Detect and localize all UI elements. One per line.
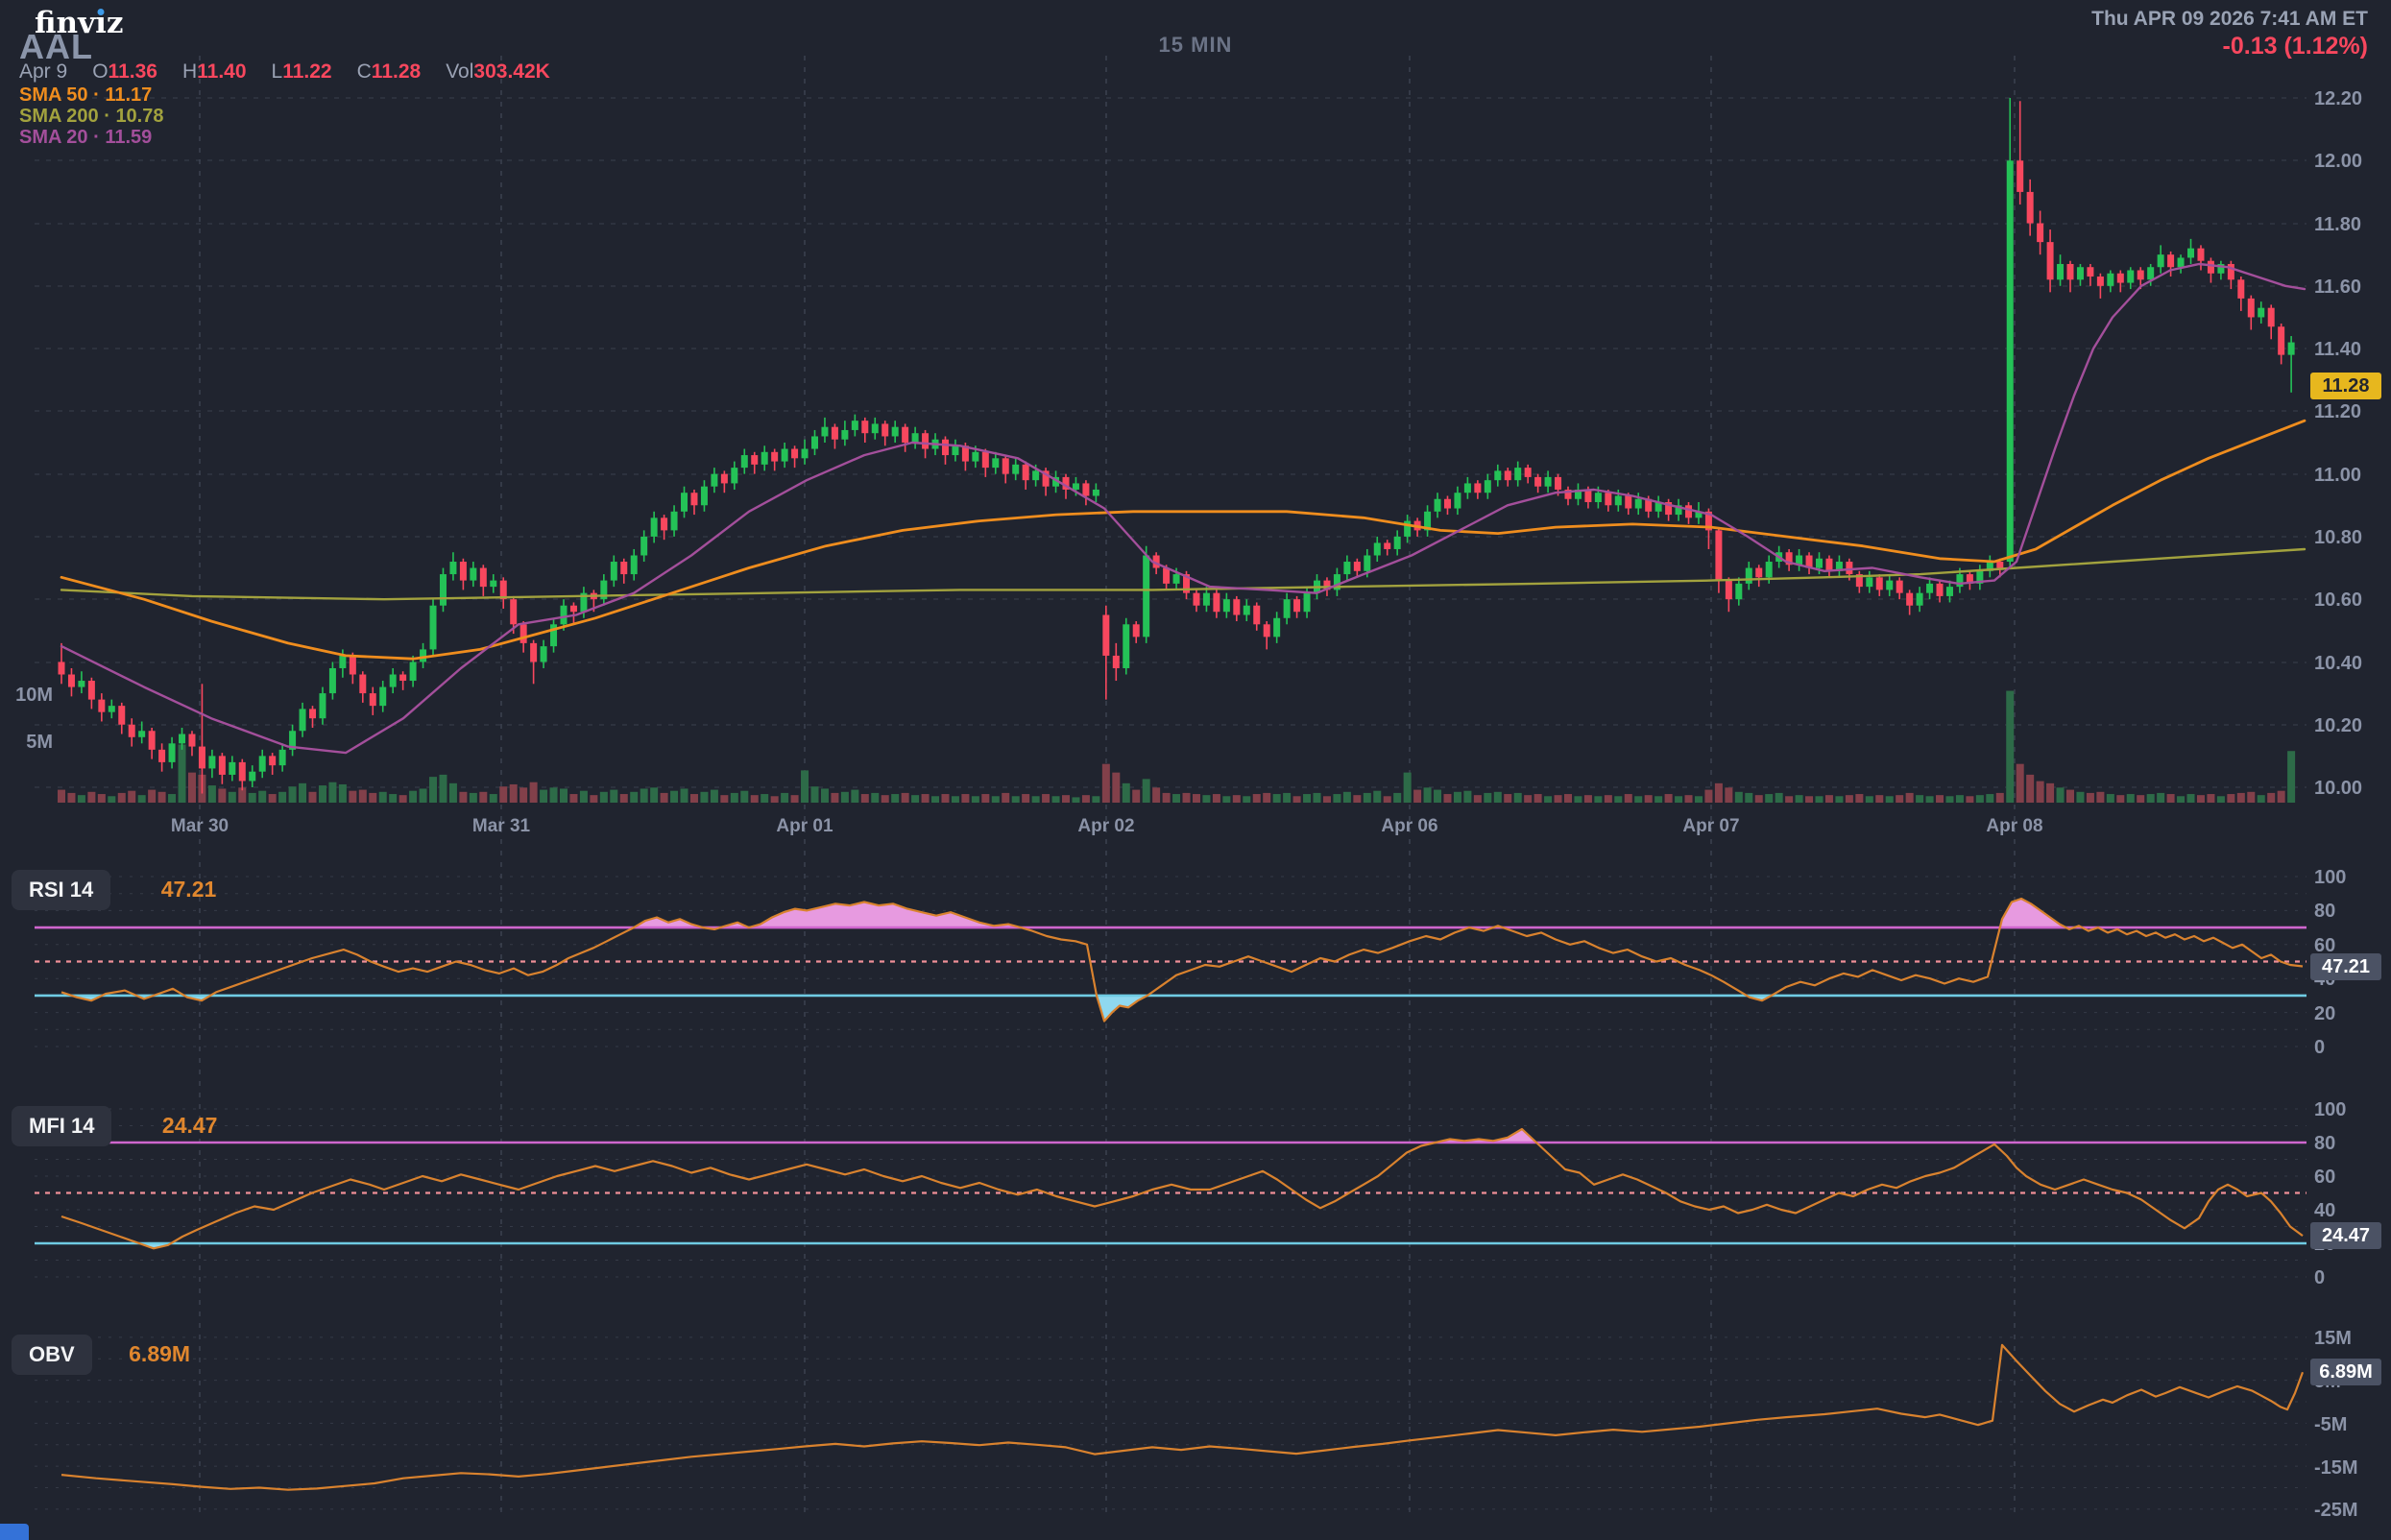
obv-panel-header: OBV 6.89M (12, 1335, 190, 1375)
axis-tick: Mar 30 (171, 816, 229, 836)
axis-tick: 10.20 (2314, 715, 2362, 736)
axis-tick: 11.20 (2314, 401, 2361, 422)
mfi-label[interactable]: MFI 14 (12, 1106, 112, 1146)
axis-tick: 60 (2314, 1167, 2335, 1188)
volume-layer (58, 690, 2296, 803)
timeframe-label: 15 MIN (1158, 33, 1233, 57)
axis-tick: Apr 02 (1077, 816, 1134, 836)
logo-i: ı (95, 6, 107, 40)
axis-tick: 40 (2314, 1200, 2335, 1221)
sma50-legend: SMA 50 · 11.17 (19, 84, 153, 106)
axis-tick: -5M (2314, 1414, 2347, 1435)
rsi-panel-header: RSI 14 47.21 (12, 870, 216, 910)
axis-tick: 10.00 (2314, 778, 2362, 799)
legend-close: C11.28 (356, 60, 422, 83)
mfi-current-badge: 24.47 (2310, 1222, 2381, 1249)
legend-date: Apr 9 (19, 60, 68, 83)
legend-open: O11.36 (92, 60, 157, 83)
axis-tick: 5M (26, 732, 53, 753)
legend-high: H11.40 (181, 60, 247, 83)
axis-tick: 10.40 (2314, 653, 2362, 674)
price-change: -0.13 (1.12%) (2222, 33, 2368, 60)
sma20-value: 11.59 (105, 127, 153, 148)
axis-tick: 10.60 (2314, 590, 2362, 611)
mfi-panel-header: MFI 14 24.47 (12, 1106, 217, 1146)
axis-tick: 80 (2314, 901, 2335, 922)
axis-tick: 11.00 (2314, 465, 2361, 486)
rsi-current-badge: 47.21 (2310, 953, 2381, 980)
rsi-value: 47.21 (160, 877, 217, 902)
ohlc-legend: Apr 9 O11.36 H11.40 L11.22 C11.28 Vol303… (19, 60, 575, 84)
mfi-value: 24.47 (161, 1113, 218, 1138)
axis-tick: 10M (15, 685, 53, 706)
axis-tick: Mar 31 (472, 816, 531, 836)
logo-text-left: finv (35, 6, 96, 40)
rsi-label[interactable]: RSI 14 (12, 870, 111, 910)
axis-tick: Apr 07 (1682, 816, 1739, 836)
axis-tick: 11.80 (2314, 214, 2361, 235)
axis-tick: Apr 08 (1986, 816, 2042, 836)
axis-tick: 10.80 (2314, 527, 2362, 548)
axis-tick: Apr 01 (776, 816, 833, 836)
logo-blue-dot-icon (97, 9, 105, 15)
sma20-legend: SMA 20 · 11.59 (19, 127, 153, 148)
legend-low-value: 11.22 (282, 60, 332, 83)
axis-tick: 11.60 (2314, 277, 2361, 298)
obv-value: 6.89M (129, 1341, 191, 1366)
axis-tick: 15M (2314, 1328, 2352, 1349)
obv-current-badge: 6.89M (2310, 1359, 2381, 1385)
finviz-logo[interactable]: finvı z (35, 6, 123, 40)
axis-tick: 12.00 (2314, 151, 2362, 172)
axis-tick: 100 (2314, 1099, 2346, 1120)
sma50-value: 11.17 (105, 84, 153, 106)
axis-tick: 80 (2314, 1133, 2335, 1154)
rsi-line (60, 897, 2304, 1023)
legend-close-value: 11.28 (371, 60, 422, 83)
axis-tick: -25M (2314, 1500, 2358, 1521)
legend-volume: Vol303.42K (446, 60, 550, 83)
legend-low: L11.22 (271, 60, 332, 83)
obv-line (60, 1343, 2305, 1491)
legend-high-value: 11.40 (197, 60, 247, 83)
axis-tick: 12.20 (2314, 88, 2362, 109)
legend-volume-value: 303.42K (473, 60, 550, 83)
candlestick-layer (58, 98, 2295, 794)
axis-tick: 11.40 (2314, 339, 2361, 360)
axis-tick: -15M (2314, 1457, 2358, 1479)
sma200-legend: SMA 200 · 10.78 (19, 106, 164, 127)
ticker-symbol: AAL (19, 27, 93, 66)
axis-tick: 100 (2314, 867, 2346, 888)
obv-label[interactable]: OBV (12, 1335, 92, 1375)
axis-tick: 60 (2314, 935, 2335, 956)
axis-tick: 0 (2314, 1037, 2325, 1058)
axis-tick: 0 (2314, 1267, 2325, 1288)
mfi-line (60, 1127, 2304, 1250)
axis-tick: 20 (2314, 1003, 2335, 1024)
legend-open-value: 11.36 (108, 60, 157, 83)
logo-text-right: z (106, 6, 124, 40)
datetime-label: Thu APR 09 2026 7:41 AM ET (2091, 8, 2368, 30)
sma200-value: 10.78 (115, 106, 164, 127)
last-price-badge: 11.28 (2310, 373, 2381, 399)
axis-tick: Apr 06 (1381, 816, 1437, 836)
bottom-left-button[interactable] (0, 1524, 29, 1540)
